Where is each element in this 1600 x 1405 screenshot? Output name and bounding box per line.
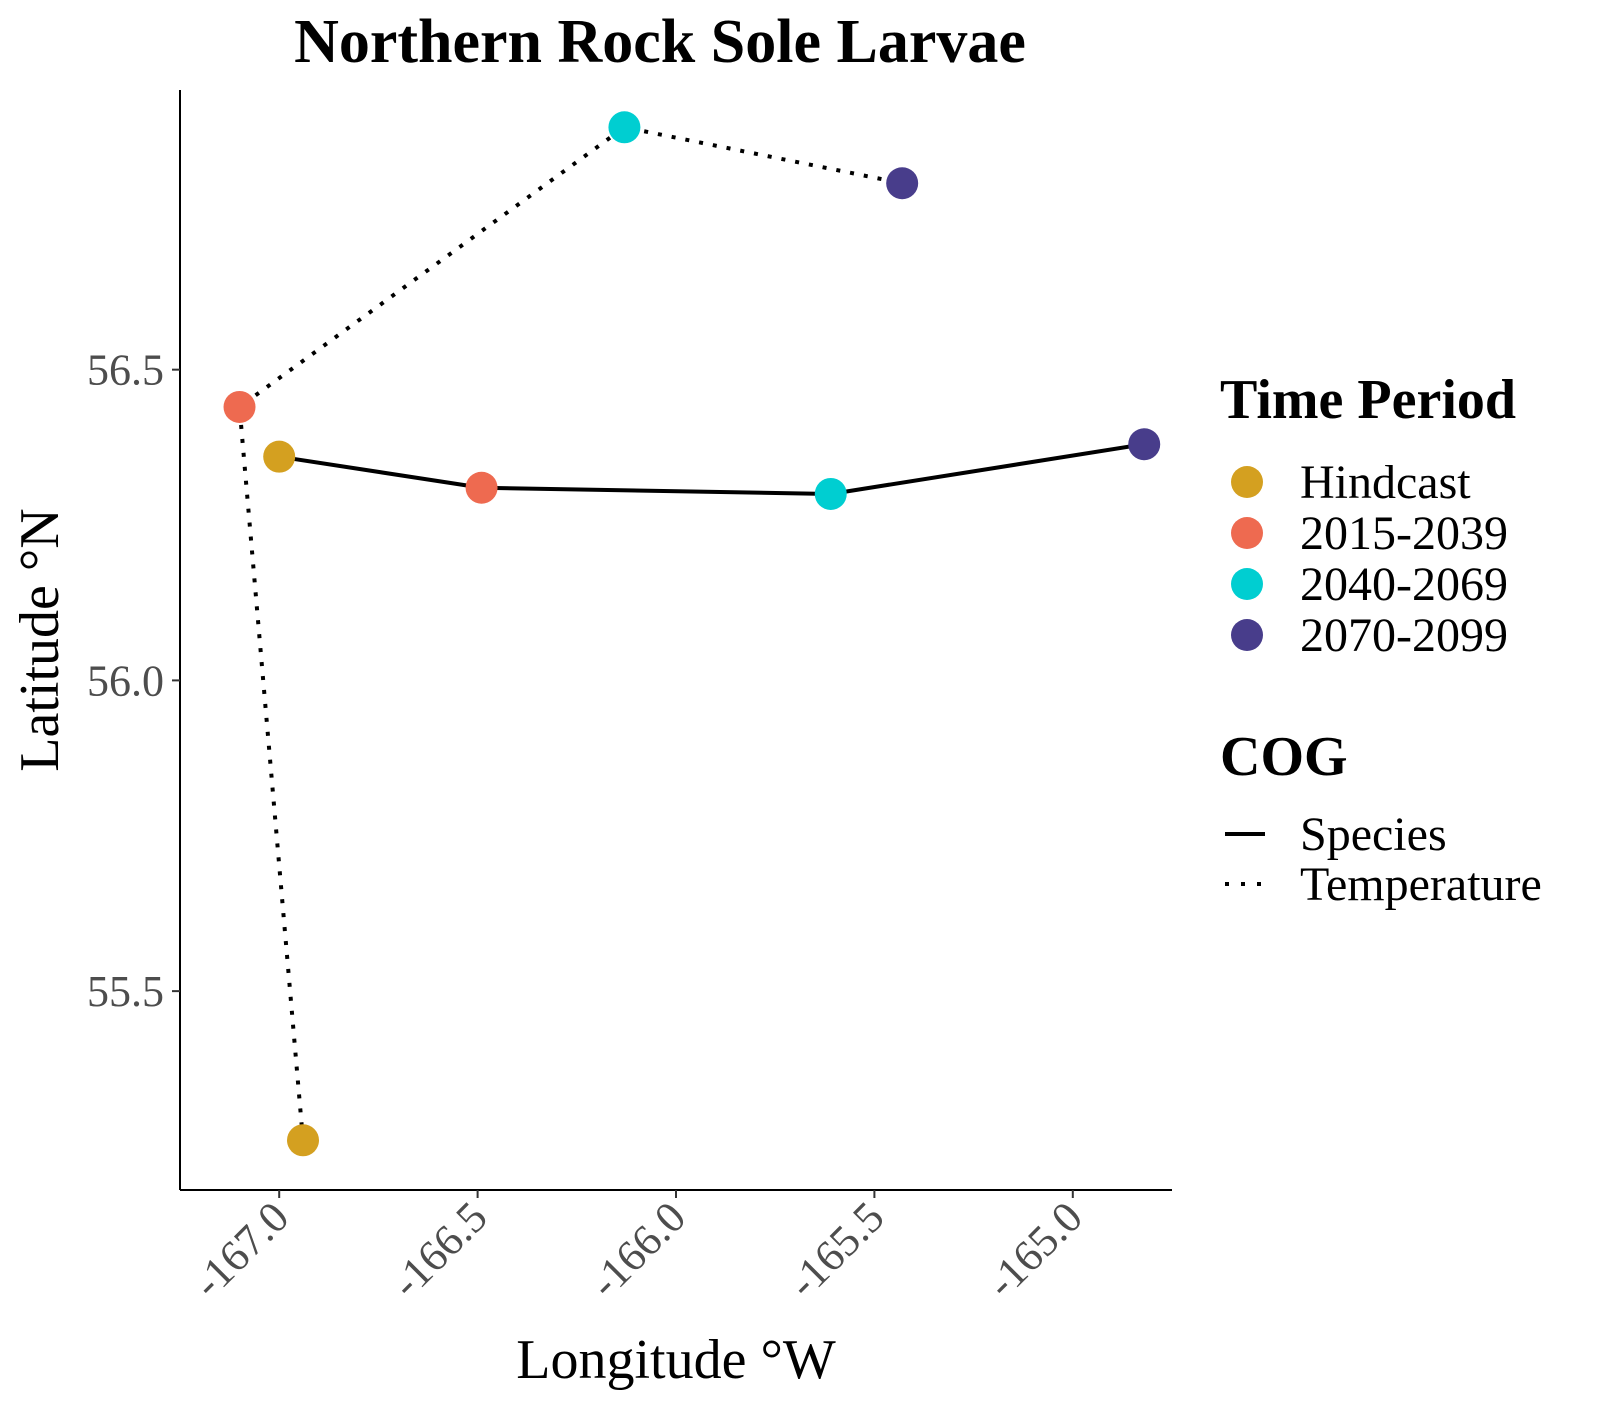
- x-ticks: -167.0 -166.5 -166.0 -165.5 -165.0: [183, 1190, 1092, 1307]
- species-point-2040-2069: [814, 477, 847, 510]
- time-period-legend: Time Period Hindcast2015-20392040-206920…: [1220, 369, 1516, 662]
- legend-label-2040-2069: 2040-2069: [1300, 558, 1508, 611]
- species-point-2070-2099: [1128, 428, 1161, 461]
- species-line: [278, 442, 1145, 496]
- chart-title: Northern Rock Sole Larvae: [294, 8, 1026, 76]
- series-points: [223, 111, 1161, 1157]
- legend-label-2015-2039: 2015-2039: [1300, 507, 1508, 560]
- species-point-hindcast: [263, 440, 296, 473]
- temperature-point-2040-2069: [608, 111, 641, 144]
- plot-area: -167.0 -166.5 -166.0 -165.5 -165.0 55.556.05…: [87, 90, 1172, 1307]
- x-tick-label: -165.0: [977, 1192, 1092, 1307]
- time-period-legend-title: Time Period: [1220, 369, 1516, 431]
- x-tick-label: -167.0: [183, 1192, 298, 1307]
- x-tick-label: -166.0: [580, 1192, 695, 1307]
- temperature-line: [237, 125, 903, 1141]
- x-tick-label: -166.5: [382, 1192, 497, 1307]
- legend-label-2070-2099: 2070-2099: [1300, 609, 1508, 662]
- legend-label-species: Species: [1300, 808, 1447, 861]
- legend-key-hindcast: [1231, 466, 1263, 498]
- temperature-point-2015-2039: [223, 390, 256, 423]
- legend-key-2015-2039: [1231, 517, 1263, 549]
- x-tick-label: -165.5: [778, 1192, 893, 1307]
- legend-key-2040-2069: [1231, 568, 1263, 600]
- series-lines: [237, 125, 1145, 1141]
- legend-label-temperature: Temperature: [1300, 858, 1542, 911]
- y-tick-label: 55.5: [87, 967, 164, 1016]
- x-axis-title: Longitude °W: [516, 1329, 836, 1391]
- legend-key-2070-2099: [1231, 619, 1263, 651]
- species-point-2015-2039: [465, 471, 498, 504]
- temperature-point-hindcast: [287, 1124, 320, 1157]
- legend-label-hindcast: Hindcast: [1300, 456, 1471, 509]
- y-axis-title: Latitude °N: [9, 508, 71, 771]
- y-tick-label: 56.0: [87, 656, 164, 705]
- y-ticks: 55.5 56.0 56.5: [87, 346, 180, 1016]
- temperature-point-2070-2099: [886, 167, 919, 200]
- y-tick-label: 56.5: [87, 346, 164, 395]
- cog-legend-title: COG: [1220, 726, 1348, 788]
